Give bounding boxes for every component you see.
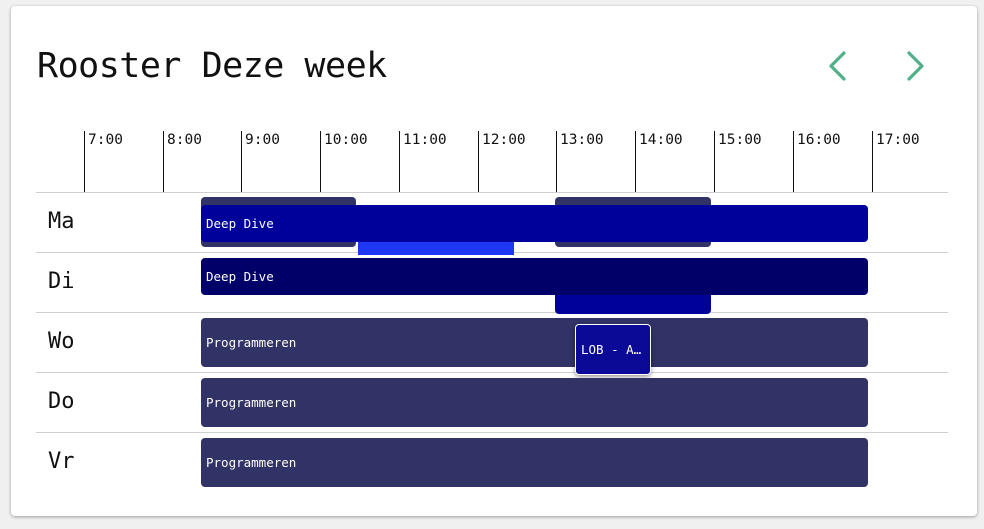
event-title: Deep Dive	[206, 216, 274, 231]
row-divider	[36, 372, 948, 373]
day-label-ma: Ma	[48, 209, 75, 234]
day-label-vr: Vr	[48, 449, 75, 474]
hour-tick	[793, 131, 794, 192]
hour-tick	[241, 131, 242, 192]
hour-tick	[163, 131, 164, 192]
event-title: Programmeren	[206, 455, 297, 470]
time-label: 11:00	[403, 132, 447, 148]
previous-week-button[interactable]	[822, 50, 852, 82]
day-label-di: Di	[48, 269, 75, 294]
schedule-event[interactable]	[358, 241, 514, 255]
day-label-do: Do	[48, 389, 75, 414]
row-divider	[36, 192, 948, 193]
event-title: LOB - A…	[581, 342, 642, 357]
time-label: 9:00	[245, 132, 280, 148]
hour-tick	[556, 131, 557, 192]
chevron-left-icon	[829, 51, 846, 81]
schedule-event-programmeren[interactable]: Programmeren	[201, 318, 868, 367]
time-label: 17:00	[876, 132, 920, 148]
time-label: 7:00	[88, 132, 123, 148]
row-divider	[36, 312, 948, 313]
time-label: 8:00	[167, 132, 202, 148]
event-title: Programmeren	[206, 335, 297, 350]
hour-tick	[84, 131, 85, 192]
hour-tick	[635, 131, 636, 192]
time-label: 10:00	[324, 132, 368, 148]
hour-tick	[399, 131, 400, 192]
schedule-event-deep-dive[interactable]: Deep Dive	[201, 258, 868, 295]
time-label: 16:00	[797, 132, 841, 148]
day-label-wo: Wo	[48, 329, 75, 354]
schedule-event-lob[interactable]: LOB - A…	[575, 324, 651, 375]
event-title: Deep Dive	[206, 269, 274, 284]
time-label: 15:00	[718, 132, 762, 148]
time-label: 12:00	[482, 132, 526, 148]
page-title: Rooster Deze week	[37, 46, 387, 86]
hour-tick	[320, 131, 321, 192]
next-week-button[interactable]	[901, 50, 931, 82]
event-title: Programmeren	[206, 395, 297, 410]
hour-tick	[872, 131, 873, 192]
hour-tick	[714, 131, 715, 192]
row-divider	[36, 432, 948, 433]
chevron-right-icon	[907, 51, 924, 81]
hour-tick	[478, 131, 479, 192]
time-label: 14:00	[639, 132, 683, 148]
schedule-event-deep-dive[interactable]: Deep Dive	[201, 205, 868, 242]
schedule-event-programmeren[interactable]: Programmeren	[201, 438, 868, 487]
schedule-event-programmeren[interactable]: Programmeren	[201, 378, 868, 427]
time-label: 13:00	[560, 132, 604, 148]
